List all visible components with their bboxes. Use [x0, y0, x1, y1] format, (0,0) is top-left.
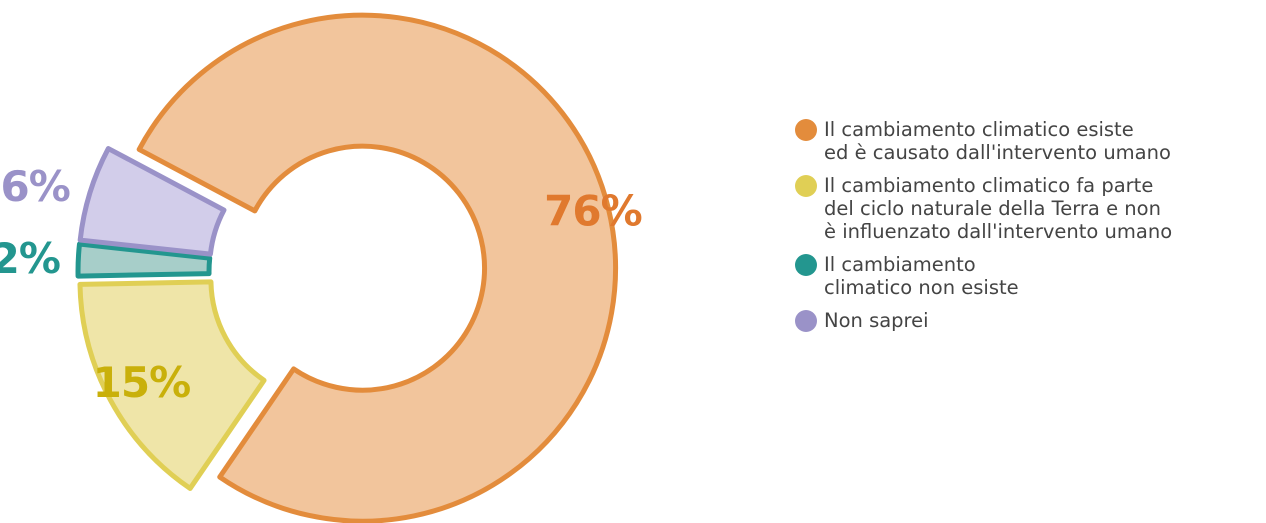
legend-label-dont-know: Non saprei [824, 309, 929, 332]
value-label-natural-cycle: 15% [93, 358, 191, 407]
legend-dot-does-not-exist [795, 254, 817, 276]
value-label-human-caused: 76% [544, 187, 642, 236]
slice-human-caused [136, 12, 619, 523]
value-label-does-not-exist: 2% [0, 234, 60, 283]
legend-label-does-not-exist: Il cambiamento climatico non esiste [824, 253, 1019, 299]
legend-item-natural-cycle: Il cambiamento climatico fa parte del ci… [795, 174, 1265, 243]
legend: Il cambiamento climatico esiste ed è cau… [795, 118, 1265, 342]
legend-item-dont-know: Non saprei [795, 309, 1265, 332]
slice-dont-know [77, 146, 227, 257]
slice-natural-cycle [77, 279, 267, 491]
legend-item-does-not-exist: Il cambiamento climatico non esiste [795, 253, 1265, 299]
legend-dot-natural-cycle [795, 175, 817, 197]
legend-item-human-caused: Il cambiamento climatico esiste ed è cau… [795, 118, 1265, 164]
donut-chart: 76% 15% 2% 6% [0, 12, 643, 523]
legend-label-human-caused: Il cambiamento climatico esiste ed è cau… [824, 118, 1171, 164]
slice-does-not-exist [75, 241, 213, 279]
legend-label-natural-cycle: Il cambiamento climatico fa parte del ci… [824, 174, 1173, 243]
value-label-dont-know: 6% [1, 162, 70, 211]
legend-dot-dont-know [795, 310, 817, 332]
legend-dot-human-caused [795, 119, 817, 141]
